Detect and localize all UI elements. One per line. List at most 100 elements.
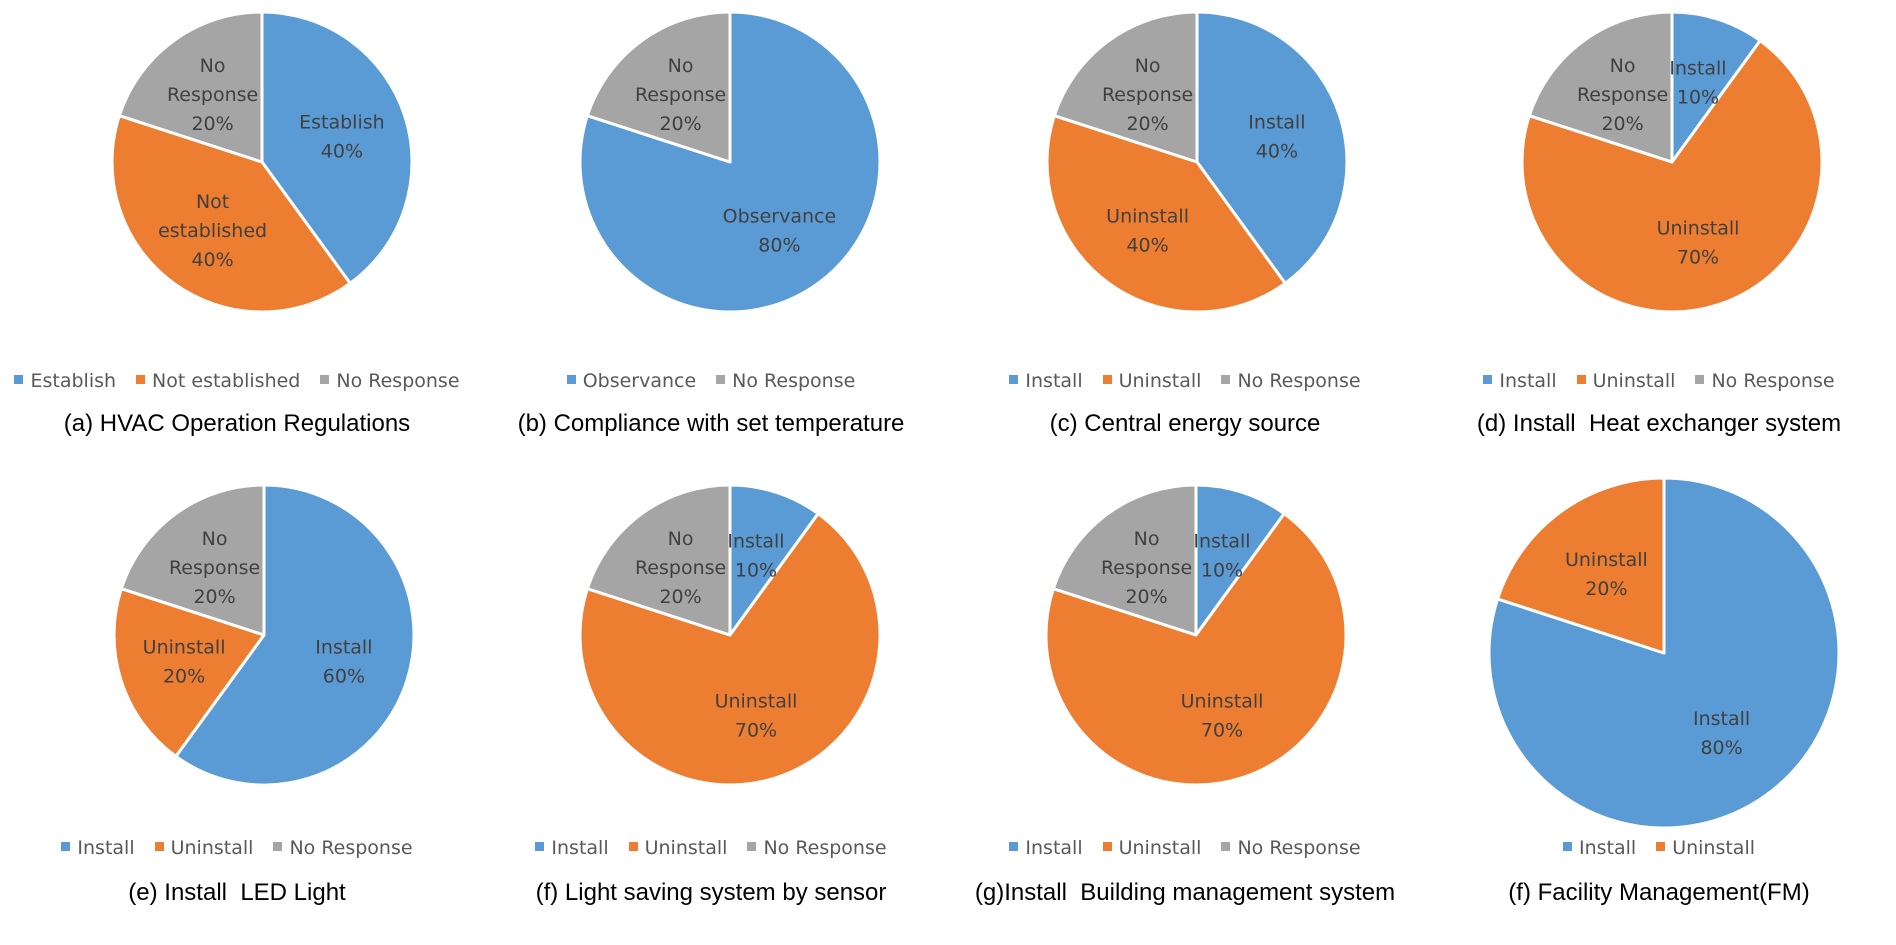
data-label-category: Not xyxy=(196,191,229,213)
chart-caption: (e) Install LED Light xyxy=(128,879,346,906)
data-label: Install 80% xyxy=(1693,708,1750,759)
legend-swatch xyxy=(1009,842,1019,851)
data-label: Install 10% xyxy=(727,531,784,582)
legend-swatch xyxy=(61,842,71,851)
legend-item: No Response xyxy=(1695,370,1835,392)
data-label-category: Install xyxy=(1693,708,1750,730)
data-label-category: Response xyxy=(1101,557,1192,579)
pie-chart: Install 60% Uninstall 20% No Response 20% xyxy=(112,483,416,787)
legend-swatch xyxy=(1576,375,1586,384)
chart-legend: Install Uninstall No Response xyxy=(0,837,474,859)
data-label-category: Install xyxy=(727,531,784,553)
data-label-value: 80% xyxy=(1700,737,1742,759)
pie-slice-uninstall xyxy=(1520,39,1824,314)
legend-item: Install xyxy=(535,837,609,859)
legend-label: Install xyxy=(1025,370,1083,392)
legend-label: Install xyxy=(551,837,609,859)
pie-slice-no-response xyxy=(585,10,732,164)
pie-slice-not-established xyxy=(110,114,352,314)
data-label-category: Install xyxy=(315,637,372,659)
chart-caption: (f) Facility Management(FM) xyxy=(1508,879,1810,906)
legend-item: Uninstall xyxy=(1576,370,1676,392)
legend-item: Uninstall xyxy=(1102,370,1201,392)
chart-legend: Observance No Response xyxy=(474,370,948,392)
data-label-value: 80% xyxy=(758,235,800,257)
chart-legend: Install Uninstall xyxy=(1422,837,1896,859)
legend-item: Install xyxy=(1009,370,1083,392)
legend-item: Establish xyxy=(14,370,116,392)
legend-label: Uninstall xyxy=(170,837,254,859)
data-label: Uninstall 70% xyxy=(1657,217,1740,268)
data-label: Uninstall 40% xyxy=(1106,206,1189,257)
legend-item: Observance xyxy=(566,370,697,392)
data-label-value: 20% xyxy=(1601,113,1643,135)
data-label: No Response 20% xyxy=(169,528,260,608)
data-label-category: No xyxy=(1135,55,1161,77)
data-label-value: 20% xyxy=(1585,578,1627,600)
legend-swatch xyxy=(1221,375,1231,384)
legend-item: Install xyxy=(1483,370,1557,392)
legend-item: Install xyxy=(1562,837,1636,859)
chart-caption: (g)Install Building management system xyxy=(974,879,1396,906)
pie-chart-panel: Install 60% Uninstall 20% No Response 20% Insta… xyxy=(0,472,474,944)
legend-swatch xyxy=(1695,375,1705,384)
data-label: Not established 40% xyxy=(158,191,267,271)
legend-label: Uninstall xyxy=(1592,370,1676,392)
legend-swatch xyxy=(1009,375,1019,384)
legend-label: Establish xyxy=(30,370,117,392)
data-label-category: Observance xyxy=(723,206,836,228)
pie-slice-no-response xyxy=(1052,10,1199,164)
legend-swatch xyxy=(628,842,638,851)
chart-legend: Install Uninstall No Response xyxy=(1422,370,1896,392)
data-label-category: Uninstall xyxy=(715,690,798,712)
data-label-category: established xyxy=(158,220,267,242)
data-label-value: 40% xyxy=(1126,235,1168,257)
data-label-category: Uninstall xyxy=(1181,690,1264,712)
legend-label: No Response xyxy=(1237,370,1361,392)
legend-item: Install xyxy=(1009,837,1083,859)
data-label-value: 10% xyxy=(735,560,777,582)
data-label-category: Response xyxy=(635,557,726,579)
data-label-value: 10% xyxy=(1677,87,1719,109)
data-label-category: No xyxy=(668,528,694,550)
legend-swatch xyxy=(1656,842,1666,851)
pie-slice-uninstall xyxy=(1044,512,1348,787)
chart-legend: Install Uninstall No Response xyxy=(948,837,1422,859)
pie-chart: Install 10% Uninstall 70% No Response 20% xyxy=(1044,483,1348,787)
data-label-category: Install xyxy=(1193,531,1250,553)
legend-label: No Response xyxy=(732,370,856,392)
chart-caption: (c) Central energy source xyxy=(1049,410,1321,437)
data-label-value: 70% xyxy=(1201,719,1243,741)
data-label-category: Install xyxy=(1248,112,1305,134)
legend-label: Not established xyxy=(152,370,301,392)
data-label: No Response 20% xyxy=(1101,528,1192,608)
legend-swatch xyxy=(566,375,576,384)
data-label-category: Response xyxy=(1577,84,1668,106)
data-label: Uninstall 20% xyxy=(143,637,226,688)
data-label: No Response 20% xyxy=(1102,55,1193,135)
pie-chart: Install 10% Uninstall 70% No Response 20% xyxy=(578,483,882,787)
data-label-category: Establish xyxy=(299,112,385,134)
data-label: Uninstall 20% xyxy=(1565,549,1648,600)
data-label: No Response 20% xyxy=(635,528,726,608)
pie-slice-uninstall xyxy=(1496,476,1666,655)
legend-swatch xyxy=(273,842,283,851)
data-label: Install 60% xyxy=(315,637,372,688)
legend-item: Uninstall xyxy=(1656,837,1755,859)
pie-slice-install xyxy=(174,483,416,787)
data-label-category: No xyxy=(200,55,226,77)
data-label-category: No xyxy=(1610,55,1636,77)
data-label: Uninstall 70% xyxy=(715,690,798,741)
legend-swatch xyxy=(136,375,146,384)
legend-item: Not established xyxy=(136,370,300,392)
data-label-value: 20% xyxy=(163,666,205,688)
legend-item: Install xyxy=(61,837,135,859)
data-label: Install 40% xyxy=(1248,112,1305,163)
data-label-value: 20% xyxy=(193,586,235,608)
legend-swatch xyxy=(320,375,330,384)
legend-label: Observance xyxy=(582,370,697,392)
data-label-value: 10% xyxy=(1201,560,1243,582)
legend-item: No Response xyxy=(320,370,460,392)
data-label: No Response 20% xyxy=(635,55,726,135)
pie-chart: Establish 40% Not established 40% No Response 2… xyxy=(110,10,414,314)
